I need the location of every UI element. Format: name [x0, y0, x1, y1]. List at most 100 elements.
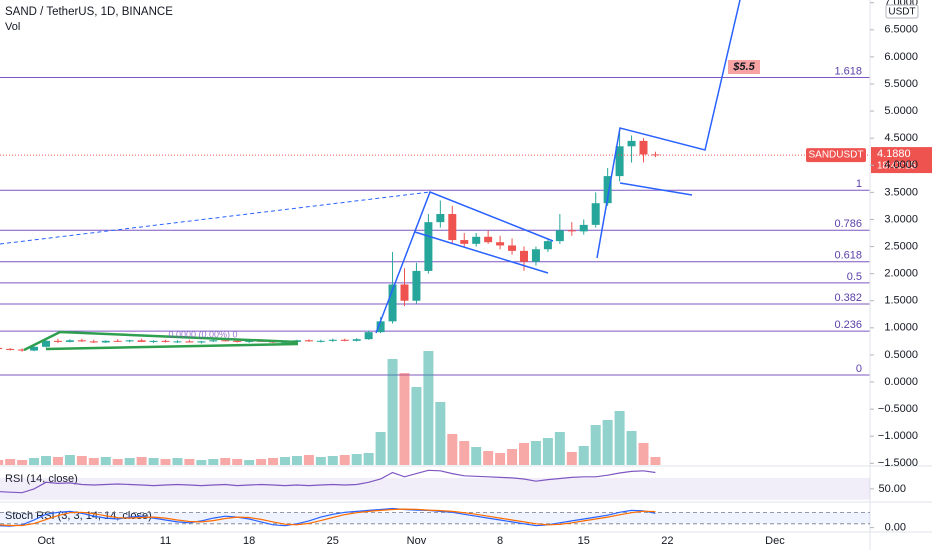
volume-bar: [244, 460, 255, 465]
candle-body: [0, 347, 3, 349]
y-tick-label: −0.5000: [878, 403, 918, 415]
volume-bar: [76, 456, 87, 465]
y-tick-label: 2.5000: [884, 240, 918, 252]
candle-body: [400, 284, 409, 301]
volume-bar: [315, 457, 326, 465]
measurement-label: 0.0000 (0.00%) 0: [168, 329, 237, 339]
candle-body: [173, 341, 182, 343]
candle-body: [18, 349, 27, 351]
volume-bar: [327, 456, 338, 465]
volume-bar: [136, 457, 147, 465]
candle-body: [137, 340, 146, 342]
candle-body: [316, 340, 325, 342]
volume-bar: [423, 351, 434, 465]
rsi-line: [0, 469, 656, 494]
x-tick-label: 22: [661, 535, 673, 547]
y-tick-label: 1.5000: [884, 295, 918, 307]
stoch-tick-label: 0.00: [885, 522, 906, 534]
symbol-label: SANDUSDT: [808, 150, 863, 161]
stoch-band: [0, 512, 870, 524]
candle-body: [555, 230, 564, 242]
volume-bar: [399, 373, 410, 465]
y-tick-label: −1.5000: [878, 457, 918, 469]
volume-bar: [650, 457, 661, 465]
currency-box: [885, 4, 919, 19]
price-box: [871, 147, 932, 174]
candle-body: [388, 284, 397, 322]
price-label: 4.1880: [877, 148, 911, 160]
candle-body: [185, 341, 194, 343]
volume-bar: [483, 451, 494, 465]
candle-body: [209, 340, 218, 342]
volume-bar: [124, 458, 135, 465]
triangle-lower: [45, 342, 299, 351]
candle-body: [65, 340, 74, 342]
fib-label: 0.382: [834, 292, 862, 304]
x-tick-label: Nov: [407, 535, 427, 547]
volume-bar: [0, 460, 4, 465]
x-tick-label: 18: [243, 535, 255, 547]
volume-bar: [184, 459, 195, 465]
volume-bar: [303, 455, 314, 465]
volume-bar: [387, 359, 398, 465]
candle-body: [245, 340, 254, 342]
candle-body: [89, 341, 98, 343]
candle-body: [42, 340, 50, 347]
fib-label: 1.618: [834, 65, 862, 77]
flag-lower: [619, 182, 693, 196]
volume-bar: [363, 453, 374, 465]
candle-body: [304, 340, 313, 342]
x-tick-label: 11: [160, 535, 171, 547]
annotation: $5.5: [732, 61, 755, 73]
candle-body: [436, 214, 445, 223]
y-tick-label: 3.5000: [884, 186, 918, 198]
volume-bar: [29, 458, 40, 465]
y-tick-label: 2.0000: [884, 268, 918, 280]
volume-bar: [291, 456, 302, 465]
volume-bar: [160, 459, 171, 465]
currency-label: USDT: [888, 7, 915, 18]
volume-bar: [351, 454, 362, 465]
volume-bar: [280, 457, 290, 465]
volume-bar: [459, 441, 470, 465]
volume-bar: [172, 458, 183, 465]
fib-label: 0.618: [834, 250, 862, 262]
y-tick-label: 4.0000: [884, 159, 918, 171]
volume-bar: [626, 431, 637, 465]
fib-label: 0.5: [847, 271, 862, 283]
y-tick-label: 5.0000: [884, 105, 918, 117]
x-tick-label: Oct: [37, 535, 54, 547]
candle-body: [149, 340, 158, 342]
rsi-band: [0, 477, 870, 500]
impulse-line: [375, 191, 554, 334]
volume-bar: [148, 458, 159, 465]
volume-bar: [495, 453, 506, 465]
rsi-tick-label: 50.00: [878, 483, 906, 495]
fib-label: 0: [856, 363, 862, 375]
candle-body: [591, 203, 600, 225]
volume-bar: [614, 411, 625, 465]
x-tick-label: 15: [578, 535, 590, 547]
volume-bar: [256, 459, 267, 465]
candle-body: [6, 348, 15, 350]
volume-bar: [507, 449, 518, 465]
candle-body: [543, 241, 552, 250]
y-tick-label: 0.5000: [884, 349, 918, 361]
candle-body: [364, 332, 373, 340]
candle-body: [161, 340, 170, 342]
volume-bar: [638, 443, 649, 465]
candle-body: [448, 214, 457, 241]
volume-bar: [375, 432, 386, 465]
candle-body: [627, 140, 636, 147]
x-tick-label: Dec: [765, 535, 785, 547]
volume-bar: [530, 441, 541, 465]
volume-bar: [471, 447, 482, 465]
candle-body: [508, 245, 517, 251]
y-tick-label: 4.5000: [884, 132, 918, 144]
y-tick-label: −1.0000: [878, 430, 918, 442]
x-tick-label: 25: [327, 535, 339, 547]
